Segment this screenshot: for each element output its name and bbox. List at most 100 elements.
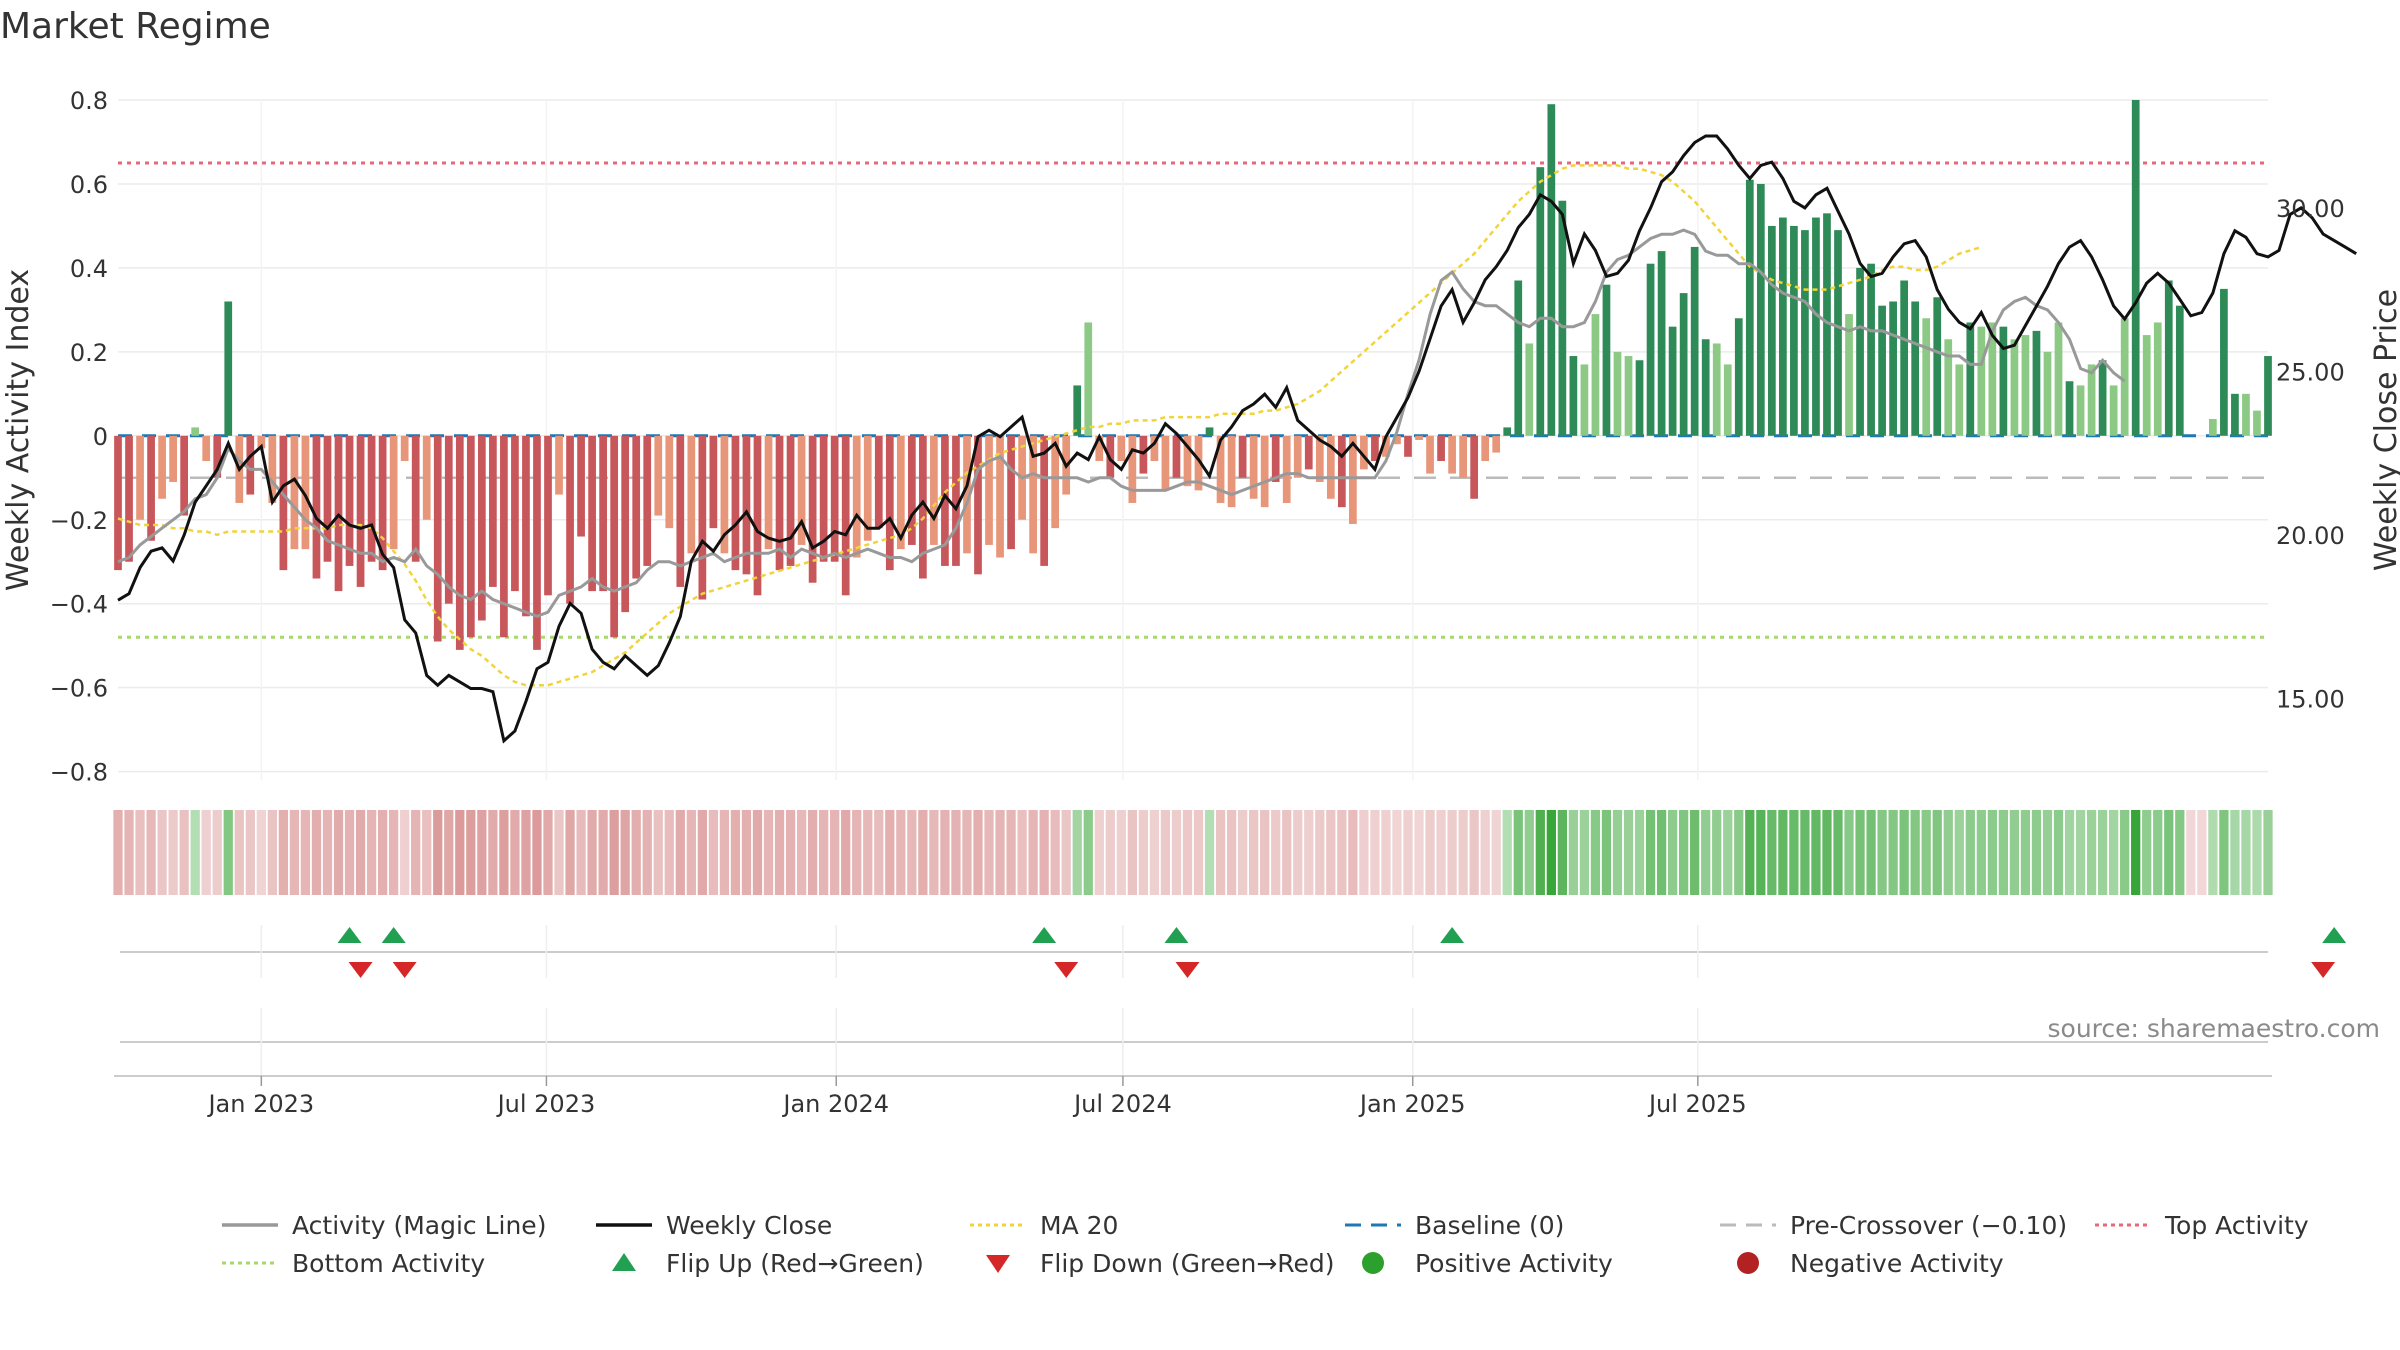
y-tick-label: 0 — [93, 423, 108, 451]
regime-cell — [995, 810, 1005, 895]
regime-cell — [1921, 810, 1931, 895]
activity-bar — [1944, 339, 1953, 436]
regime-cell — [819, 810, 829, 895]
y2-tick-label: 25.00 — [2276, 358, 2345, 386]
regime-cell — [179, 810, 189, 895]
activity-bar — [1382, 435, 1390, 457]
regime-cell — [1403, 810, 1413, 895]
legend-item: Flip Up (Red→Green) — [612, 1249, 924, 1278]
regime-cell — [2186, 810, 2196, 895]
activity-bar — [775, 435, 784, 571]
legend-item: Bottom Activity — [222, 1249, 485, 1278]
regime-cell — [543, 810, 553, 895]
y-tick-label: 0.6 — [70, 171, 108, 199]
legend-item: Baseline (0) — [1345, 1211, 1564, 1240]
activity-bar — [257, 435, 266, 449]
regime-cell — [2097, 810, 2108, 895]
legend-swatch — [1362, 1252, 1384, 1274]
flip-up-marker — [1164, 927, 1189, 943]
regime-cell — [444, 810, 454, 895]
activity-bar — [985, 435, 993, 545]
activity-bar — [1514, 280, 1523, 436]
regime-cell — [223, 810, 233, 895]
activity-bar — [2220, 288, 2228, 436]
activity-bar — [1602, 284, 1611, 436]
regime-cell — [422, 810, 432, 895]
activity-bar — [819, 435, 828, 562]
regime-cell — [2230, 810, 2240, 895]
activity-bar — [1679, 293, 1688, 436]
regime-cell — [785, 810, 796, 895]
activity-bar — [1304, 435, 1313, 470]
activity-bar — [687, 435, 696, 554]
regime-cell — [1623, 810, 1634, 895]
activity-bar — [874, 435, 883, 529]
activity-bar — [1668, 326, 1677, 436]
activity-bar — [643, 435, 652, 566]
activity-bar — [1569, 356, 1578, 436]
y-axis-left: 0.8 0.6 0.4 0.2 0 −0.2 −0.4 −0.6 −0.8 — [50, 87, 108, 787]
regime-cell — [1899, 810, 1909, 895]
regime-cell — [168, 810, 178, 895]
regime-cell — [1138, 810, 1149, 895]
regime-cell — [1524, 810, 1534, 895]
regime-cell — [477, 810, 487, 895]
regime-cell — [1237, 810, 1248, 895]
regime-cell — [1127, 810, 1137, 895]
regime-cell — [146, 810, 156, 895]
activity-bar — [720, 435, 729, 554]
activity-bar — [2010, 339, 2019, 436]
activity-bar — [996, 435, 1004, 558]
regime-cell — [1866, 810, 1876, 895]
regime-cell — [1998, 810, 2009, 895]
y-tick-label: −0.4 — [50, 591, 108, 619]
regime-cell — [1458, 810, 1468, 895]
regime-cell — [1601, 810, 1612, 895]
legend-label: Weekly Close — [666, 1211, 832, 1240]
regime-cell — [2164, 810, 2174, 895]
activity-bar — [930, 435, 938, 545]
activity-bar — [621, 435, 630, 613]
activity-bar — [1900, 280, 1909, 436]
activity-bar — [698, 435, 707, 600]
activity-bar — [1216, 435, 1225, 503]
activity-bar — [466, 435, 475, 638]
flip-down-marker — [1175, 962, 1200, 978]
activity-bar — [555, 435, 563, 495]
activity-bar — [158, 435, 166, 499]
activity-bar — [1767, 225, 1776, 436]
regime-cell — [918, 810, 928, 895]
activity-bar — [1470, 435, 1479, 499]
activity-bar — [1161, 435, 1170, 491]
activity-bar — [246, 435, 255, 495]
y-tick-label: −0.8 — [50, 759, 108, 787]
regime-cell — [1282, 810, 1292, 895]
activity-bar — [1503, 427, 1512, 436]
regime-cell — [1293, 810, 1303, 895]
regime-cell — [289, 810, 300, 895]
regime-cell — [576, 810, 586, 895]
activity-bar — [422, 435, 431, 520]
activity-bar — [522, 435, 530, 617]
magic-line — [117, 228, 2126, 618]
legend-item: Negative Activity — [1737, 1249, 2004, 1278]
legend: Activity (Magic Line) Weekly Close MA 20 Ba… — [222, 1211, 2309, 1278]
legend-label: Positive Activity — [1415, 1249, 1613, 1278]
activity-bar — [1790, 225, 1798, 436]
regime-cell — [256, 810, 266, 895]
regime-cell — [1844, 810, 1854, 895]
regime-cell — [532, 810, 542, 895]
y2-tick-label: 20.00 — [2276, 522, 2345, 550]
activity-bar — [1426, 435, 1434, 474]
activity-bar — [676, 435, 685, 587]
regime-cell — [1260, 810, 1270, 895]
activity-bar — [2153, 322, 2162, 436]
activity-bar — [1437, 435, 1445, 461]
regime-cell — [1359, 810, 1369, 895]
regime-cell — [1116, 810, 1126, 895]
regime-cell — [984, 810, 994, 895]
regime-cell — [830, 810, 840, 895]
regime-cell — [1249, 810, 1259, 895]
regime-cell — [344, 810, 355, 895]
regime-cell — [2120, 810, 2130, 895]
